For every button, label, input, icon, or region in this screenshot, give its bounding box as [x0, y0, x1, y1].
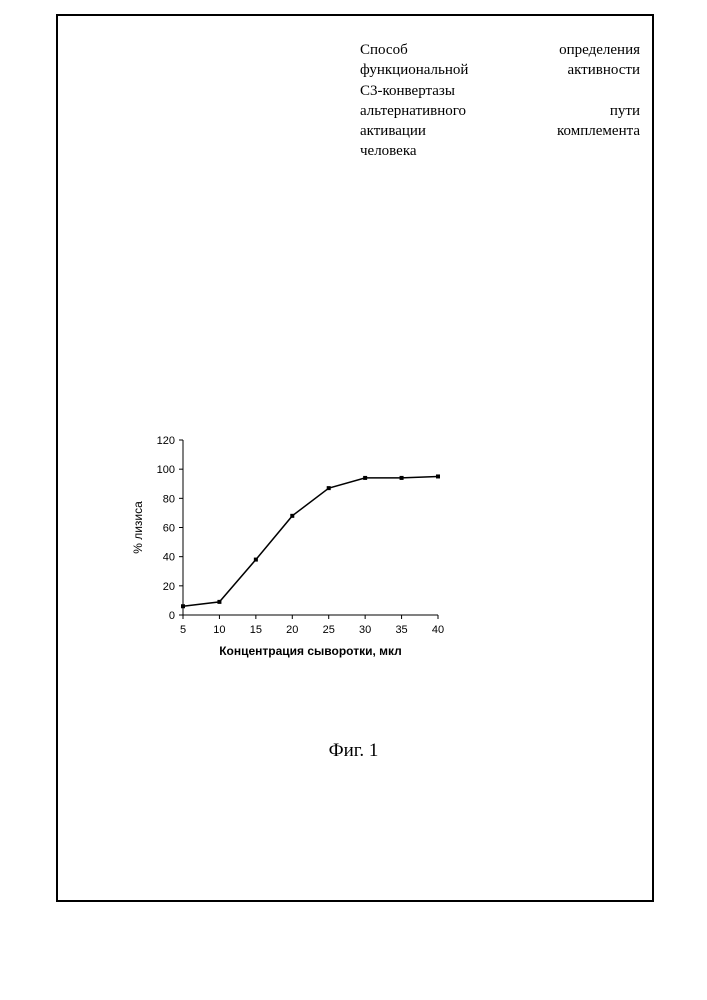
- document-title-block: Способ определения функциональной активност…: [360, 40, 640, 162]
- title-line: Способ определения: [360, 40, 640, 60]
- svg-text:25: 25: [323, 624, 335, 636]
- figure-caption: Фиг. 1: [0, 740, 707, 762]
- title-line: человека: [360, 141, 640, 161]
- title-word: альтернативного: [360, 101, 466, 121]
- svg-text:100: 100: [157, 464, 175, 476]
- title-line: альтернативного пути: [360, 101, 640, 121]
- svg-text:% лизиса: % лизиса: [131, 501, 145, 554]
- chart-svg: 0 20 40 60 80 100 120 5 10 15 20 25 30 35 40 % лизиса Ко…: [128, 430, 448, 670]
- title-line: С3-конвертазы: [360, 81, 640, 101]
- title-line: функциональной активности: [360, 60, 640, 80]
- title-word: Способ: [360, 40, 408, 60]
- svg-text:Концентрация сыворотки, мкл: Концентрация сыворотки, мкл: [219, 644, 402, 658]
- svg-text:35: 35: [395, 624, 407, 636]
- title-word: функциональной: [360, 60, 468, 80]
- svg-text:20: 20: [163, 581, 175, 593]
- svg-text:10: 10: [213, 624, 225, 636]
- page: Способ определения функциональной активност…: [0, 0, 707, 1000]
- svg-text:0: 0: [169, 610, 175, 622]
- title-word: активности: [567, 60, 640, 80]
- title-word: пути: [610, 101, 640, 121]
- svg-text:5: 5: [180, 624, 186, 636]
- svg-text:20: 20: [286, 624, 298, 636]
- title-word: определения: [559, 40, 640, 60]
- title-line: активации комплемента: [360, 121, 640, 141]
- svg-text:60: 60: [163, 523, 175, 535]
- lysis-vs-concentration-chart: 0 20 40 60 80 100 120 5 10 15 20 25 30 35 40 % лизиса Ко…: [128, 430, 448, 670]
- svg-text:80: 80: [163, 493, 175, 505]
- svg-text:30: 30: [359, 624, 371, 636]
- title-word: комплемента: [557, 121, 640, 141]
- svg-text:40: 40: [432, 624, 444, 636]
- svg-text:120: 120: [157, 435, 175, 447]
- title-word: активации: [360, 121, 426, 141]
- svg-text:15: 15: [250, 624, 262, 636]
- svg-text:40: 40: [163, 552, 175, 564]
